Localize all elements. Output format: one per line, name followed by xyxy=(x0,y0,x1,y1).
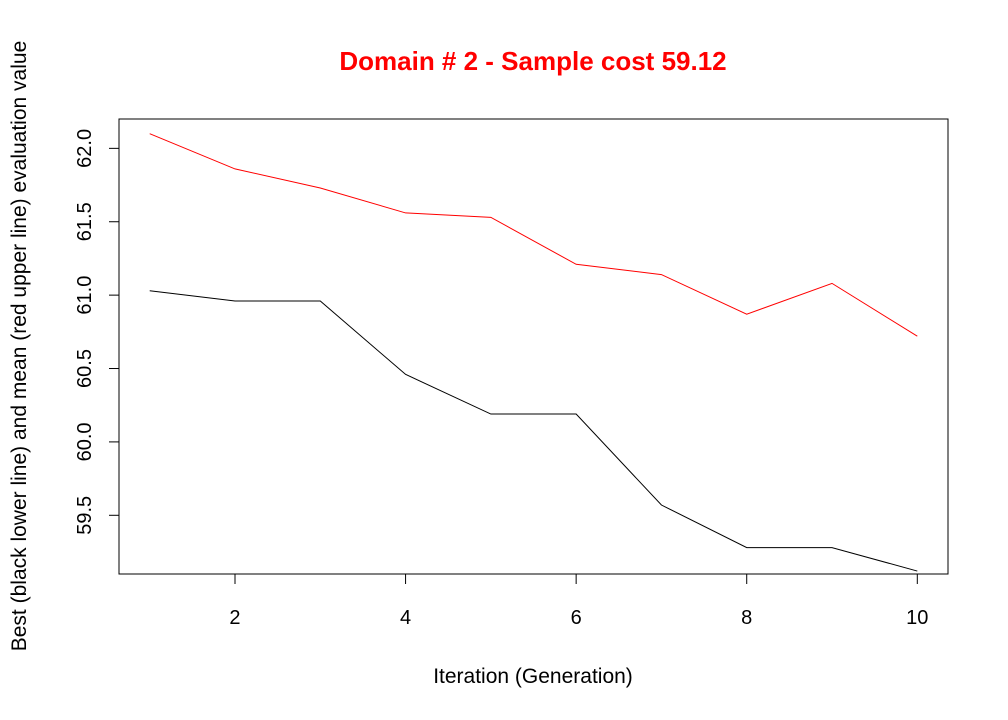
y-tick-label: 60.0 xyxy=(74,422,96,461)
y-tick-label: 59.5 xyxy=(74,496,96,535)
x-axis-label: Iteration (Generation) xyxy=(433,665,633,688)
chart-title: Domain # 2 - Sample cost 59.12 xyxy=(339,46,726,76)
series-group xyxy=(149,133,918,572)
plot-frame xyxy=(118,118,949,575)
y-axis: 59.5 60.0 60.5 61.0 61.5 62.0 xyxy=(74,129,119,535)
series-line-1 xyxy=(149,133,918,337)
x-tick-label: 6 xyxy=(571,607,582,629)
y-tick-label: 60.5 xyxy=(74,349,96,388)
y-axis-label: Best (black lower line) and mean (red up… xyxy=(8,41,31,652)
y-tick-label: 61.5 xyxy=(74,202,96,241)
x-tick-label: 2 xyxy=(229,607,240,629)
x-tick-label: 10 xyxy=(906,607,928,629)
series-line-2 xyxy=(149,290,918,572)
x-tick-label: 8 xyxy=(741,607,752,629)
y-tick-label: 61.0 xyxy=(74,276,96,315)
x-tick-label: 4 xyxy=(400,607,411,629)
y-tick-label: 62.0 xyxy=(74,129,96,168)
x-axis: 2 4 6 8 10 xyxy=(229,574,928,629)
